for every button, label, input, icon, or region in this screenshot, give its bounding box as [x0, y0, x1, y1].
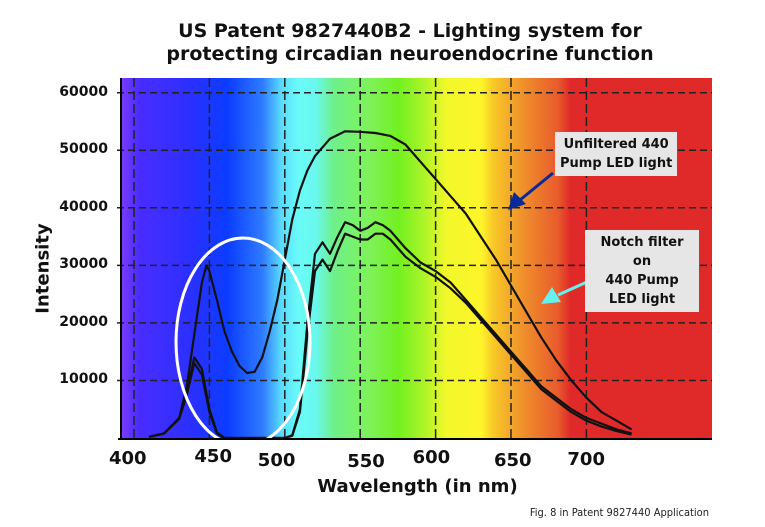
- y-tick-label: 60000: [59, 83, 108, 100]
- x-tick-label: 650: [494, 450, 532, 471]
- callout-unfiltered-line-2: Pump LED light: [560, 156, 673, 171]
- notch-arrow-head: [541, 287, 561, 304]
- unfiltered-arrow-head: [508, 192, 526, 210]
- callout-notch: Notch filter on 440 Pump LED light: [585, 230, 699, 312]
- chart-title: US Patent 9827440B2 - Lighting system fo…: [0, 20, 765, 66]
- notch-filter-curve: [148, 232, 632, 440]
- x-tick-label: 550: [347, 451, 385, 472]
- title-line-2: protecting circadian neuroendocrine func…: [166, 43, 654, 65]
- callout-unfiltered: Unfiltered 440 Pump LED light: [555, 132, 678, 176]
- x-tick-label: 700: [567, 449, 605, 470]
- x-tick-label: 600: [412, 447, 451, 468]
- y-axis-label: Intensity: [32, 223, 54, 314]
- callout-notch-line-1: Notch filter on: [600, 235, 684, 269]
- x-tick-label: 500: [257, 450, 296, 471]
- y-tick-label: 40000: [59, 198, 108, 215]
- highlight-ellipse: [174, 236, 312, 448]
- callout-unfiltered-line-1: Unfiltered 440: [563, 137, 669, 152]
- callout-notch-line-3: LED light: [608, 292, 676, 307]
- x-axis-label: Wavelength (in nm): [317, 476, 518, 497]
- x-tick-label: 400: [109, 448, 147, 469]
- y-tick-label: 20000: [59, 313, 108, 330]
- spectral-curves: [148, 130, 633, 440]
- y-tick-label: 30000: [59, 256, 108, 273]
- unfiltered-arrow-shaft: [519, 171, 554, 202]
- title-line-1: US Patent 9827440B2 - Lighting system fo…: [178, 20, 642, 42]
- y-tick-label: 50000: [59, 141, 108, 158]
- y-tick-label: 10000: [59, 371, 108, 388]
- figure-caption: Fig. 8 in Patent 9827440 Application: [529, 506, 709, 519]
- callout-notch-line-2: 440 Pump: [605, 273, 679, 288]
- x-tick-label: 450: [194, 446, 232, 467]
- unfiltered-curve: [148, 130, 633, 438]
